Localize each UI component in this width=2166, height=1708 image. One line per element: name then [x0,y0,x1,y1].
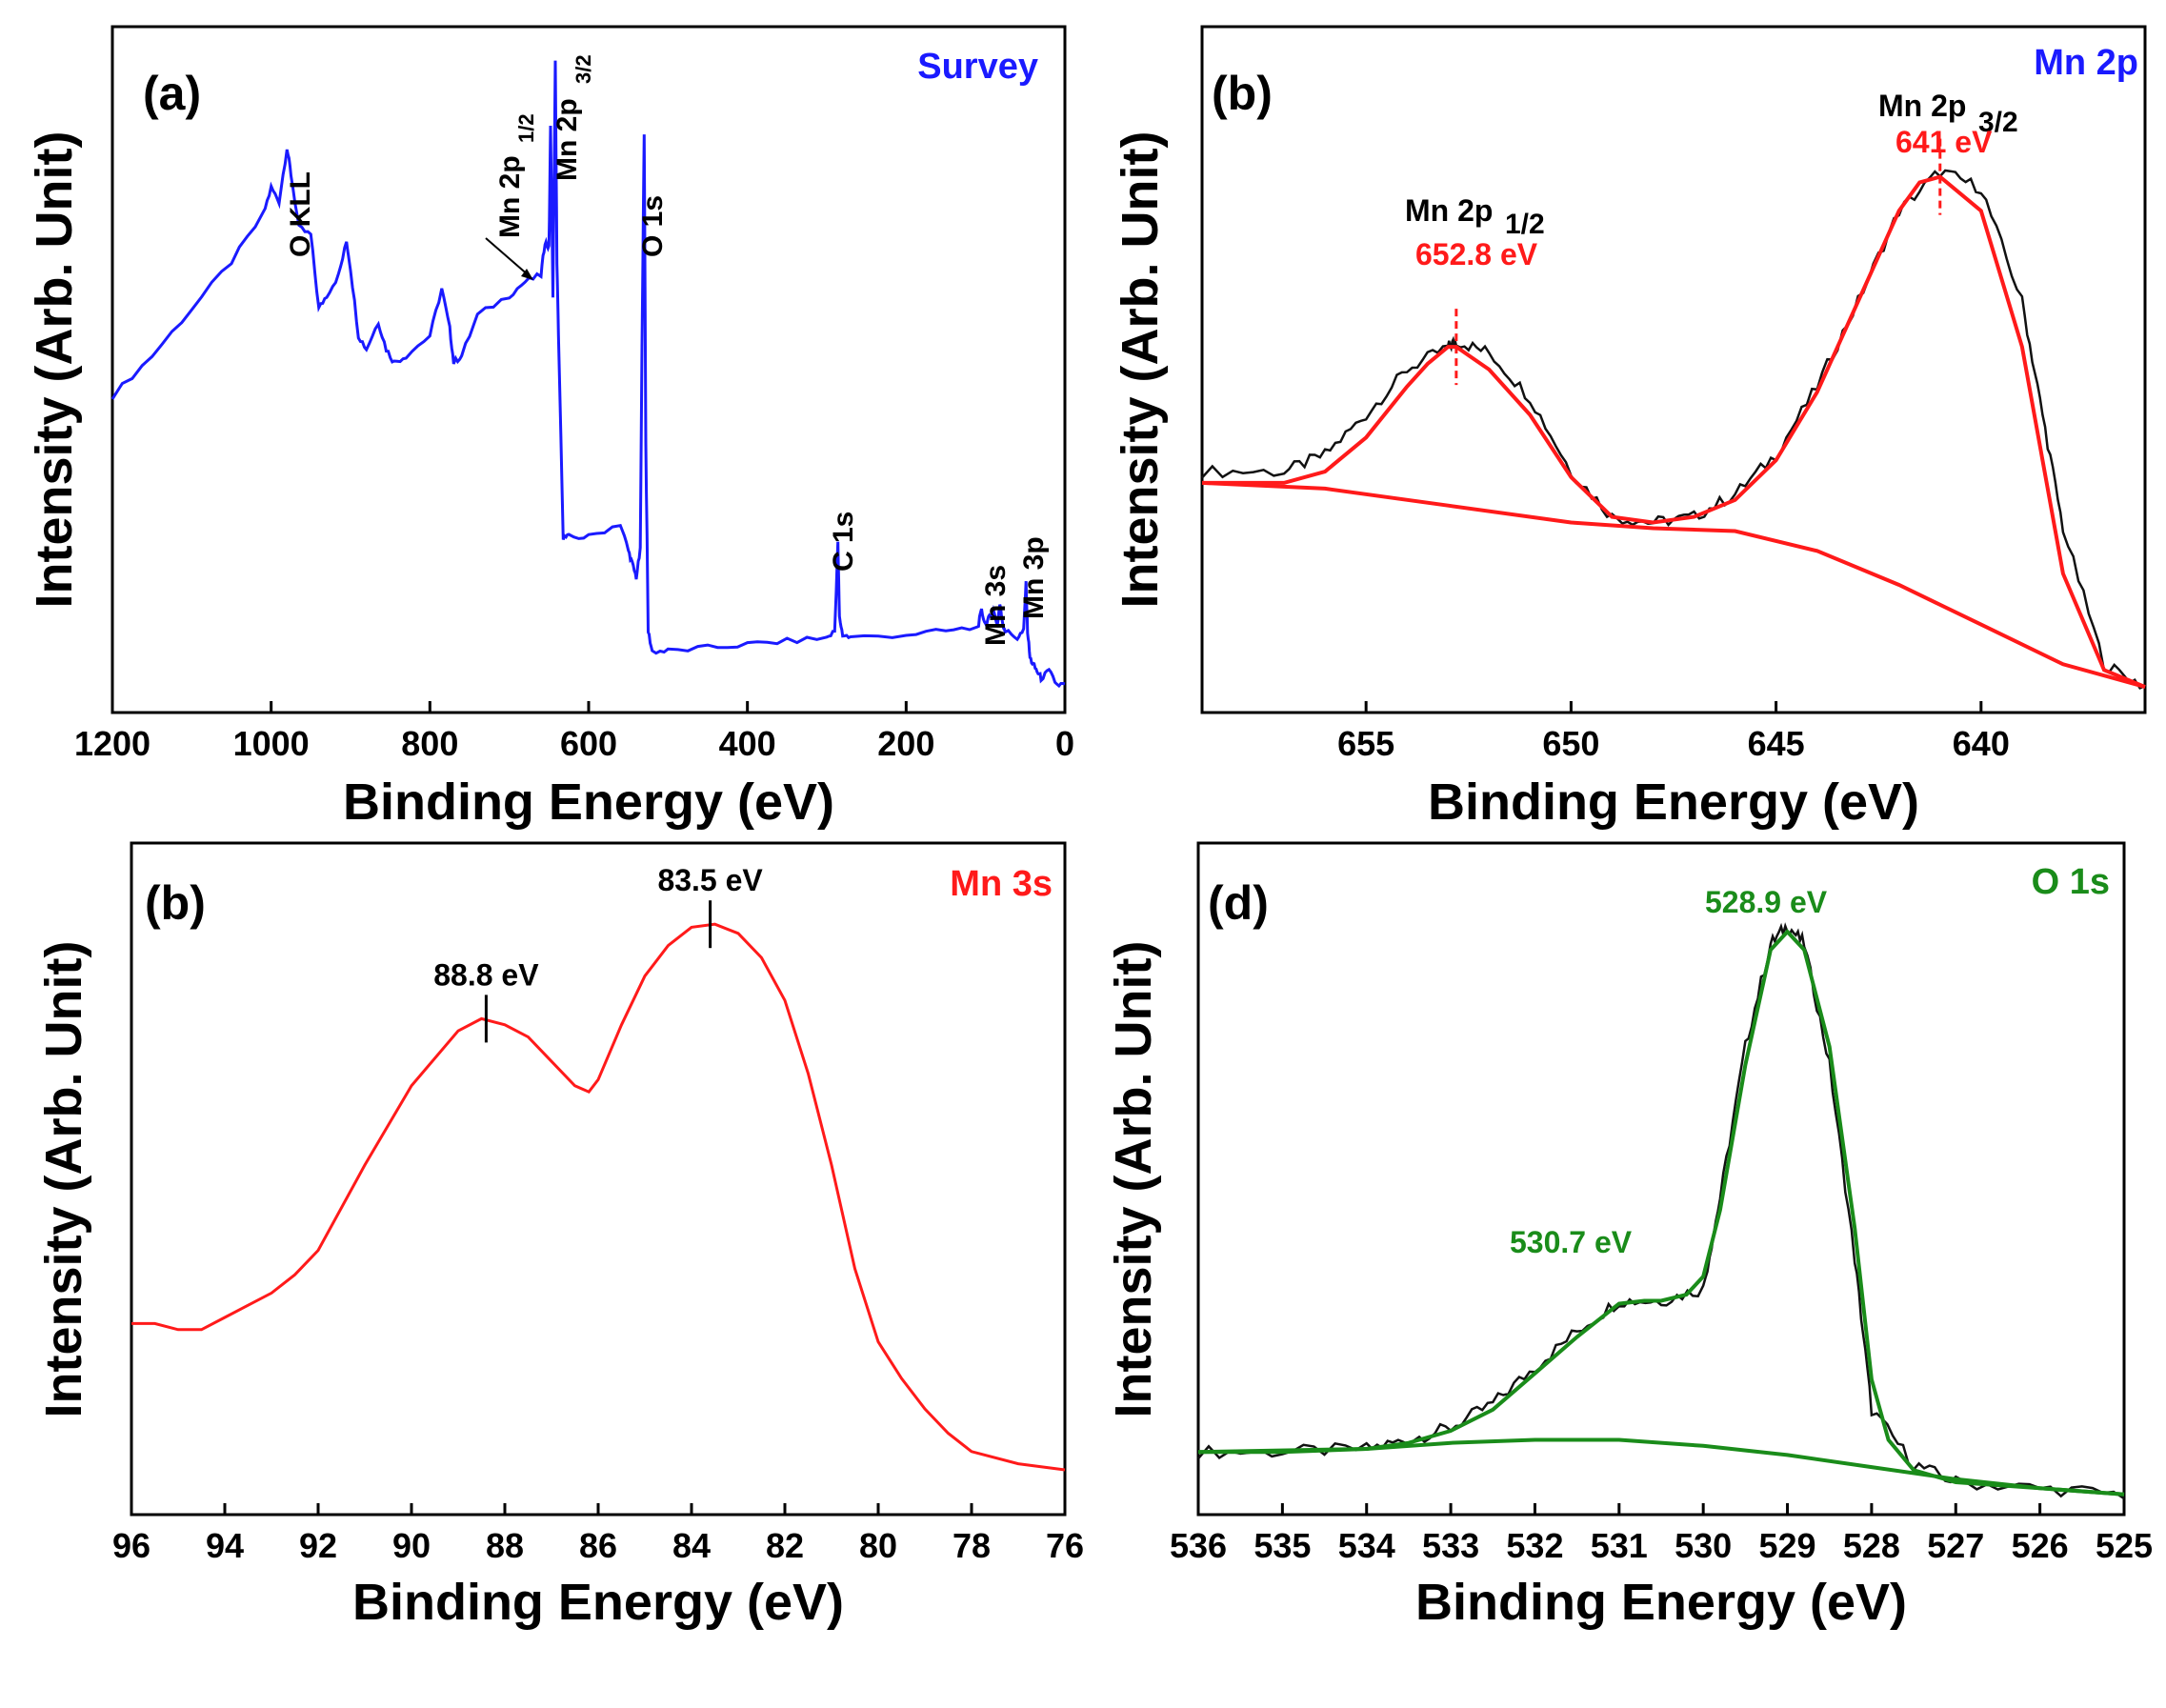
panel-b-background-line [1201,480,2146,690]
panel-a-arrow-head-icon [521,269,533,280]
panel-a-annotation-mn2p12: Mn 2p 1/2 [485,113,538,280]
x-tick-label: 1000 [233,724,310,763]
panel-a-annotation-o1s: O 1s [637,195,669,257]
x-tick-label: 650 [1542,724,1599,763]
panel-a-annotation-mn3s: Mn 3s [980,565,1012,646]
panel-d-o1s: (d) O 1s 536 535 534 533 532 531 530 529 528 527 5… [1105,841,2153,1631]
panel-c-peak-88-8: 88.8 eV [433,957,539,1043]
panel-c-x-axis: 96 94 92 90 88 86 84 82 80 78 76 [112,1503,1084,1565]
x-tick-label: 655 [1337,724,1394,763]
panel-d-y-axis-label: Intensity (Arb. Unit) [1105,941,1162,1418]
x-tick-label: 536 [1170,1526,1227,1565]
svg-text:3/2: 3/2 [1978,107,2018,138]
panel-b-plot-frame [1200,25,2147,714]
panel-d-plot-frame [1196,841,2126,1517]
panel-a-arrow-line [485,237,531,277]
x-tick-label: 600 [560,724,617,763]
x-tick-label: 86 [579,1526,617,1565]
panel-b-peak-value-label: 652.8 eV [1415,237,1538,271]
x-tick-label: 800 [401,724,458,763]
panel-d-raw-data-line [1197,922,2125,1500]
x-tick-label: 88 [486,1526,524,1565]
svg-text:Mn 2p: Mn 2p [494,155,526,238]
x-tick-label: 525 [2096,1526,2153,1565]
panel-d-label: (d) [1208,876,1269,930]
x-tick-label: 529 [1759,1526,1816,1565]
panel-b-y-axis-label: Intensity (Arb. Unit) [1112,131,1169,609]
x-tick-label: 400 [719,724,776,763]
panel-c-plot-frame [130,841,1067,1517]
panel-d-peak-value-label: 530.7 eV [1510,1225,1633,1259]
panel-c-mn3s-line [131,922,1066,1472]
x-tick-label: 90 [392,1526,431,1565]
panel-b-peak-mn2p32: Mn 2p 3/2 641 eV [1878,89,2018,215]
x-tick-label: 78 [953,1526,991,1565]
x-tick-label: 200 [877,724,934,763]
svg-text:3/2: 3/2 [572,54,595,84]
x-tick-label: 645 [1748,724,1805,763]
panel-c-tag: Mn 3s [950,864,1053,904]
panel-d-background-line [1197,1437,2125,1497]
x-tick-label: 640 [1953,724,2010,763]
panel-c-y-axis-label: Intensity (Arb. Unit) [35,941,92,1418]
svg-text:Mn 2p: Mn 2p [552,98,583,181]
panel-b-raw-data-line [1201,169,2146,690]
panel-d-envelope-fit-line [1198,929,2125,1497]
panel-d-x-axis-label: Binding Energy (eV) [1415,1574,1907,1631]
x-tick-label: 533 [1422,1526,1479,1565]
svg-text:1/2: 1/2 [514,113,538,143]
x-tick-label: 80 [859,1526,897,1565]
x-tick-label: 527 [1927,1526,1984,1565]
panel-a-survey-line [110,60,1066,689]
x-tick-label: 535 [1253,1526,1311,1565]
x-tick-label: 531 [1591,1526,1648,1565]
panel-a-label: (a) [143,67,201,120]
x-tick-label: 92 [299,1526,337,1565]
x-tick-label: 76 [1046,1526,1084,1565]
panel-d-x-axis: 536 535 534 533 532 531 530 529 528 527 526 525 [1170,1503,2153,1565]
panel-c-x-axis-label: Binding Energy (eV) [352,1574,844,1631]
panel-b-mn2p: (b) Mn 2p 655 650 645 640 Binding Energy (e… [1112,25,2147,831]
x-tick-label: 1200 [74,724,150,763]
svg-text:Mn 2p: Mn 2p [1405,193,1493,228]
x-tick-label: 84 [672,1526,711,1565]
x-tick-label: 0 [1055,724,1074,763]
panel-a-plot-frame [110,25,1067,714]
panel-a-annotation-c1s: C 1s [828,512,859,572]
svg-text:Mn 2p: Mn 2p [1878,89,1966,123]
x-tick-label: 534 [1338,1526,1395,1565]
panel-c-peak-value-label: 83.5 eV [657,863,763,897]
x-tick-label: 82 [766,1526,804,1565]
panel-d-tag: O 1s [2032,862,2110,902]
panel-c-peak-value-label: 88.8 eV [433,957,539,992]
panel-b-x-axis: 655 650 645 640 [1337,701,2010,763]
x-tick-label: 528 [1843,1526,1900,1565]
panel-a-x-axis: 1200 1000 800 600 400 200 0 [74,701,1074,763]
x-tick-label: 96 [112,1526,150,1565]
panel-a-annotation-mn3p: Mn 3p [1018,536,1050,619]
panel-a-tag: Survey [917,47,1038,87]
x-tick-label: 94 [206,1526,244,1565]
x-tick-label: 530 [1675,1526,1732,1565]
panel-b-label: (b) [1212,67,1273,120]
panel-a-annotation-o-kll: O KLL [285,171,316,257]
panel-b-peak-mn2p12: Mn 2p 1/2 652.8 eV [1405,193,1545,386]
panel-a-annotation-mn2p32: Mn 2p 3/2 [552,54,595,181]
panel-a-y-axis-label: Intensity (Arb. Unit) [26,131,83,609]
x-tick-label: 532 [1506,1526,1563,1565]
panel-a-survey: (a) Survey 1200 1000 800 600 400 200 0 Binding… [26,25,1074,831]
panel-a-x-axis-label: Binding Energy (eV) [343,774,834,831]
svg-text:1/2: 1/2 [1505,209,1545,240]
x-tick-label: 526 [2012,1526,2069,1565]
panel-b-peak-value-label: 641 eV [1895,125,1993,159]
panel-b-tag: Mn 2p [2034,43,2138,83]
panel-b-x-axis-label: Binding Energy (eV) [1428,774,1919,831]
panel-c-peak-83-5: 83.5 eV [657,863,763,949]
panel-c-mn3s: (b) Mn 3s 96 94 92 90 88 86 84 82 80 78 76 Binding… [35,841,1084,1631]
panel-b-envelope-fit-line [1202,174,2146,689]
panel-c-label: (b) [145,876,206,930]
panel-d-peak-value-label: 528.9 eV [1705,885,1828,919]
